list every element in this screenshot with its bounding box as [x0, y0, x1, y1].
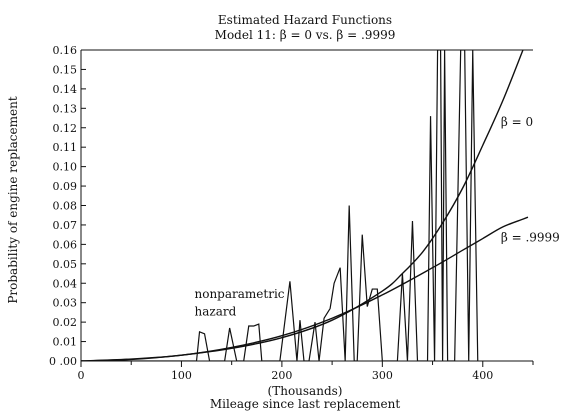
x-axis-label: Mileage since last replacement — [210, 397, 401, 411]
y-tick-label: 0.09 — [53, 180, 78, 193]
y-tick-label: 0.04 — [53, 277, 78, 290]
y-tick-label: 0.02 — [53, 316, 78, 329]
y-tick-label: 0.05 — [53, 258, 78, 271]
y-tick-label: 0.16 — [53, 44, 78, 57]
series-line-beta-0 — [81, 50, 524, 361]
y-tick-label: 0.03 — [53, 297, 78, 310]
annotation-beta-0: β = 0 — [501, 115, 533, 129]
y-tick-label: 0.11 — [53, 141, 78, 154]
annotation-nonparametric: nonparametric — [195, 287, 285, 301]
x-tick-label: 400 — [472, 369, 493, 382]
x-tick-label: 0 — [78, 369, 85, 382]
chart-subtitle: Model 11: β = 0 vs. β = .9999 — [215, 28, 396, 42]
y-tick-label: 0.10 — [53, 161, 78, 174]
y-tick-label: 0.12 — [53, 122, 78, 135]
y-tick-label: 0.13 — [53, 102, 78, 115]
x-axis-units: (Thousands) — [268, 384, 343, 398]
y-tick-label: 0 .00 — [49, 355, 77, 368]
x-tick-label: 200 — [271, 369, 292, 382]
annotation-hazard: hazard — [195, 304, 237, 318]
x-tick-label: 300 — [372, 369, 393, 382]
series-line-beta-9999 — [81, 216, 529, 361]
y-tick-label: 0.14 — [53, 83, 78, 96]
y-tick-label: 0.15 — [53, 63, 78, 76]
chart-title: Estimated Hazard Functions — [218, 13, 392, 27]
series-line-nonparametric — [81, 50, 479, 361]
plot-area: 0 .00 0.01 0.02 0.03 0.04 0.05 0.06 0.07 0.08 0.0… — [49, 44, 560, 382]
annotation-beta-9999: β = .9999 — [501, 230, 560, 244]
x-tick-label: 100 — [171, 369, 192, 382]
y-tick-label: 0.08 — [53, 200, 78, 213]
y-tick-label: 0.07 — [53, 219, 78, 232]
y-tick-label: 0.06 — [53, 238, 78, 251]
y-axis-label: Probability of engine replacement — [6, 96, 20, 304]
y-tick-label: 0.01 — [53, 336, 78, 349]
